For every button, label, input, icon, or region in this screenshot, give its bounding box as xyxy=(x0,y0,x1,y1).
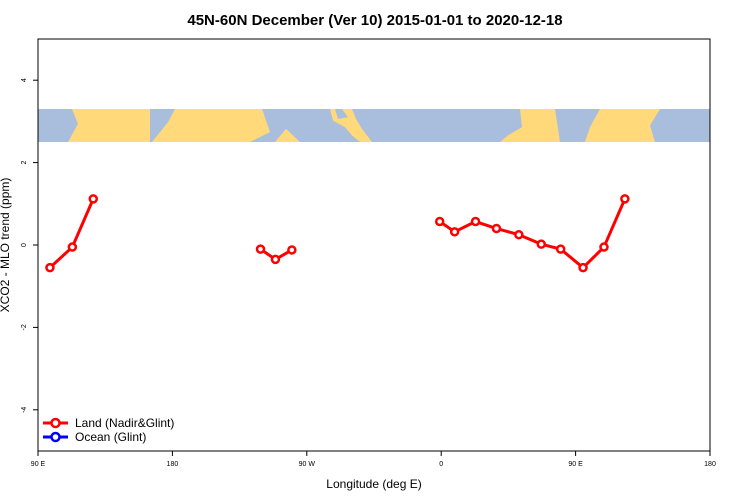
map-ocean xyxy=(150,109,360,142)
y-axis: -4 -2 0 2 4 xyxy=(21,78,38,413)
series-layer xyxy=(45,194,630,273)
series-line xyxy=(438,198,627,270)
x-tick-label: 90 E xyxy=(31,461,46,468)
x-axis-label: Longitude (deg E) xyxy=(326,477,421,491)
x-tick-label: 90 E xyxy=(568,461,583,468)
legend-marker-ocean xyxy=(50,431,61,443)
x-axis: 90 E 180 90 W 0 90 E 180 xyxy=(31,451,716,468)
data-point xyxy=(620,194,630,204)
map-ocean xyxy=(352,109,522,142)
data-point xyxy=(578,262,588,273)
x-tick-label: 180 xyxy=(167,461,179,468)
data-point xyxy=(67,242,78,252)
data-point xyxy=(536,239,547,249)
legend-item-ocean: Ocean (Glint) xyxy=(43,430,146,444)
data-point xyxy=(434,216,445,227)
map-ocean xyxy=(38,109,78,142)
map-ocean xyxy=(650,109,710,142)
legend-label-land: Land (Nadir&Glint) xyxy=(75,416,174,430)
y-tick-label: -4 xyxy=(21,407,28,413)
data-point xyxy=(255,244,266,254)
data-point xyxy=(599,242,609,252)
data-point xyxy=(514,229,524,240)
data-point xyxy=(88,194,99,204)
y-tick-label: -2 xyxy=(21,324,28,330)
chart-title: 45N-60N December (Ver 10) 2015-01-01 to … xyxy=(187,12,562,29)
data-point xyxy=(555,244,566,254)
plot-frame xyxy=(37,38,711,452)
map-ocean xyxy=(555,109,600,142)
map-band xyxy=(38,109,710,142)
map-ocean xyxy=(335,109,348,119)
x-tick-label: 90 W xyxy=(299,461,316,468)
legend-marker-land xyxy=(50,417,61,429)
x-tick-label: 180 xyxy=(704,461,716,468)
y-tick-label: 4 xyxy=(21,78,28,82)
data-point xyxy=(449,227,460,237)
legend-label-ocean: Ocean (Glint) xyxy=(75,430,146,444)
legend-item-land: Land (Nadir&Glint) xyxy=(43,416,174,430)
data-point xyxy=(491,223,502,234)
series-line xyxy=(48,198,95,269)
y-tick-label: 0 xyxy=(21,243,28,247)
x-tick-label: 0 xyxy=(439,461,443,468)
data-point xyxy=(45,262,55,273)
y-tick-label: 2 xyxy=(21,161,28,165)
data-point xyxy=(287,245,297,255)
y-axis-label: XCO2 - MLO trend (ppm) xyxy=(0,178,12,313)
data-point xyxy=(270,254,281,265)
legend: Land (Nadir&Glint) Ocean (Glint) xyxy=(43,416,174,444)
data-point xyxy=(470,216,481,227)
